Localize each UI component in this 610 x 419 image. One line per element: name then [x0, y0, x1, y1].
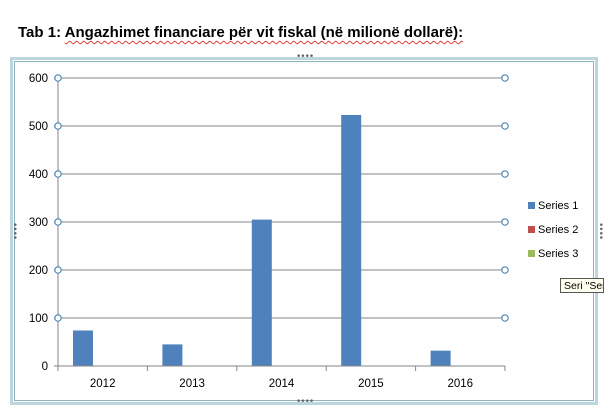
selection-handle[interactable]	[501, 170, 509, 178]
legend-label: Series 3	[538, 248, 578, 260]
table-heading-prefix: Tab 1:	[18, 24, 65, 41]
series-tooltip: Seri "Serie	[560, 278, 604, 293]
legend[interactable]: Series 1 Series 2 Series 3	[528, 200, 578, 260]
selection-handle[interactable]	[54, 314, 62, 322]
legend-swatch	[528, 250, 535, 257]
table-heading: Tab 1: Angazhimet financiare për vit fis…	[18, 24, 463, 41]
x-tick-label: 2015	[358, 378, 384, 390]
legend-label: Series 1	[538, 200, 578, 212]
bar-series-1-2012[interactable]	[73, 330, 93, 366]
selection-handle[interactable]	[54, 266, 62, 274]
selection-handle[interactable]	[54, 122, 62, 130]
selection-handle[interactable]	[501, 122, 509, 130]
x-tick-label: 2014	[269, 378, 295, 390]
y-tick-label: 400	[29, 169, 48, 181]
legend-item-series-2[interactable]: Series 2	[528, 224, 578, 236]
selection-handle[interactable]	[501, 218, 509, 226]
axes: 0 100 200 300 400 500 600 2012 2013 2014 2015 2016	[29, 73, 506, 390]
x-tick-label: 2012	[90, 378, 116, 390]
legend-label: Series 2	[538, 224, 578, 236]
plot-area-selection-handles	[54, 74, 509, 322]
x-tick-label: 2013	[179, 378, 205, 390]
gridlines	[58, 77, 505, 319]
x-tick-label: 2016	[448, 378, 474, 390]
selection-handle[interactable]	[501, 266, 509, 274]
y-tick-label: 200	[29, 265, 48, 277]
frame-resize-handle-left[interactable]: ••••	[9, 222, 19, 240]
legend-item-series-1[interactable]: Series 1	[528, 200, 578, 212]
selection-handle[interactable]	[501, 314, 509, 322]
legend-swatch	[528, 226, 535, 233]
selection-handle[interactable]	[54, 74, 62, 82]
frame-resize-handle-right[interactable]: ••••	[595, 222, 605, 240]
selection-handle[interactable]	[501, 74, 509, 82]
y-tick-label: 600	[29, 73, 48, 85]
bar-series-1-2015[interactable]	[341, 114, 362, 367]
table-heading-text: Angazhimet financiare për vit fiskal (në…	[64, 24, 464, 41]
chart-object-frame[interactable]	[10, 57, 598, 405]
chart-frame-inner-border	[14, 61, 594, 401]
legend-item-series-3[interactable]: Series 3	[528, 248, 578, 260]
bars	[73, 114, 451, 367]
frame-resize-handle-bottom[interactable]: ••••	[296, 397, 314, 407]
selection-handle[interactable]	[54, 218, 62, 226]
y-tick-label: 500	[29, 121, 48, 133]
y-tick-label: 0	[42, 361, 48, 373]
selection-handle[interactable]	[54, 170, 62, 178]
bar-series-1-2013[interactable]	[162, 344, 183, 366]
legend-swatch	[528, 202, 535, 209]
frame-resize-handle-top[interactable]: ••••	[296, 52, 314, 62]
bar-series-1-2014[interactable]	[251, 219, 272, 366]
bar-series-1-2016[interactable]	[430, 350, 451, 366]
y-tick-label: 100	[29, 313, 48, 325]
y-tick-label: 300	[29, 217, 48, 229]
